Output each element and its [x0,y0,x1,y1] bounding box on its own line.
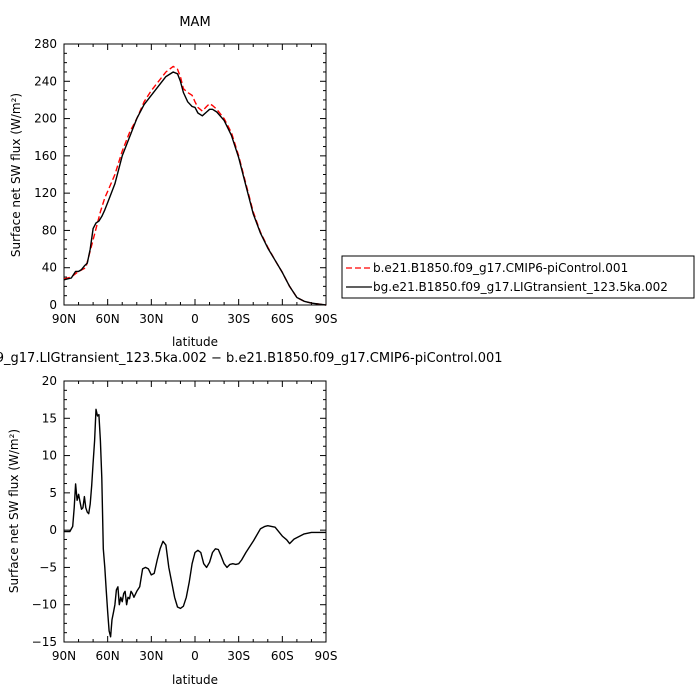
x-tick-label: 30S [227,312,250,326]
legend-label-picontrol: b.e21.B1850.f09_g17.CMIP6-piControl.001 [373,261,628,275]
top-y-axis-title: Surface net SW flux (W/m²) [9,93,23,257]
x-tick-label: 30N [139,649,163,663]
x-tick-label: 60S [271,649,294,663]
top-plot-frame [63,43,327,306]
x-tick-label: 60N [96,312,120,326]
series-line-0-1 [63,71,327,306]
bottom-ticks: −15 −10 −5 0 5 10 15 20 90N 60N 30N 0 30S 60S 90S [32,374,338,663]
x-tick-label: 0 [191,649,199,663]
x-tick-label: 90S [315,649,338,663]
top-ticks: 0 40 80 120 160 200 240 280 90N 60N 30N 0 30S 60S 90S [34,37,337,326]
x-tick-label: 0 [191,312,199,326]
top-x-axis-title: latitude [172,335,218,349]
x-tick-label: 60N [96,649,120,663]
y-tick-label: 0 [49,298,57,312]
y-tick-label: −5 [39,560,57,574]
legend-box [341,255,695,299]
bottom-panel: bg.e21.B1850.f09_g17.LIGtransient_123.5k… [0,351,503,687]
top-series [63,65,327,306]
series-line-1-0 [64,408,326,638]
top-chart-title: MAM [179,15,210,30]
legend-label-ligtransient: bg.e21.B1850.f09_g17.LIGtransient_123.5k… [373,280,668,294]
legend: b.e21.B1850.f09_g17.CMIP6-piControl.001 … [341,255,695,299]
y-tick-label: 15 [42,411,57,425]
y-tick-label: 280 [34,37,57,51]
x-tick-label: 30N [139,312,163,326]
x-tick-label: 90N [52,649,76,663]
bottom-chart-title: bg.e21.B1850.f09_g17.LIGtransient_123.5k… [0,351,503,366]
y-tick-label: −10 [32,598,57,612]
y-tick-label: 20 [42,374,57,388]
y-tick-label: −15 [32,635,57,649]
series-line-0-0 [63,65,327,306]
y-tick-label: 5 [49,486,57,500]
bottom-series [64,408,326,638]
x-tick-label: 60S [271,312,294,326]
y-tick-label: 10 [42,449,57,463]
y-tick-label: 240 [34,74,57,88]
x-tick-label: 90N [52,312,76,326]
y-tick-label: 80 [42,223,57,237]
bottom-plot-frame [63,380,327,643]
y-tick-label: 160 [34,149,57,163]
y-tick-label: 120 [34,186,57,200]
y-tick-label: 0 [49,523,57,537]
bottom-y-axis-title: Surface net SW flux (W/m²) [7,429,21,593]
top-panel: MAM 0 40 80 120 160 200 240 280 90N 60N 30N 0 30S 60S… [9,15,337,349]
y-tick-label: 40 [42,261,57,275]
x-tick-label: 30S [227,649,250,663]
bottom-x-axis-title: latitude [172,673,218,687]
y-tick-label: 200 [34,112,57,126]
x-tick-label: 90S [315,312,338,326]
